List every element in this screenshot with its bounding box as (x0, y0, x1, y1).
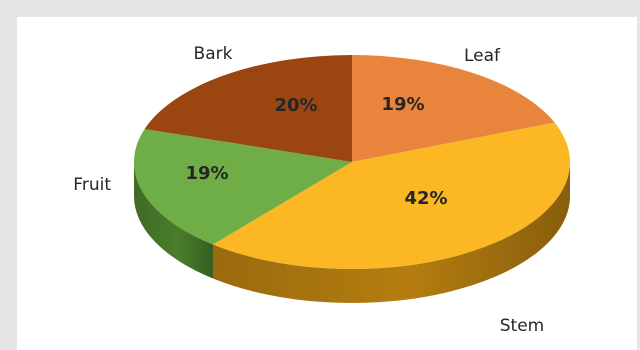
chart-panel: Leaf 19% Stem 42% Fruit 19% Bark 20% (17, 17, 637, 350)
pie-chart: Leaf 19% Stem 42% Fruit 19% Bark 20% (73, 44, 571, 336)
pie-sides (134, 162, 571, 303)
data-label-leaf: 19% (381, 94, 424, 115)
pie-slice-stem (213, 122, 570, 269)
data-label-stem: 42% (404, 188, 447, 209)
category-label-bark: Bark (194, 44, 233, 64)
category-label-fruit: Fruit (73, 175, 111, 195)
pie-side-shade-fruit (134, 162, 214, 279)
category-label-stem: Stem (500, 316, 544, 336)
pie-slice-leaf (352, 55, 555, 162)
pie-slice-bark (144, 55, 352, 162)
pie-slice-fruit (134, 128, 352, 245)
data-label-fruit: 19% (185, 163, 228, 184)
pie-side-shade-stem (213, 162, 571, 303)
data-label-bark: 20% (274, 95, 317, 116)
pie-slices (134, 55, 570, 269)
category-label-leaf: Leaf (464, 46, 501, 66)
pie-labels: Leaf 19% Stem 42% Fruit 19% Bark 20% (73, 44, 544, 336)
